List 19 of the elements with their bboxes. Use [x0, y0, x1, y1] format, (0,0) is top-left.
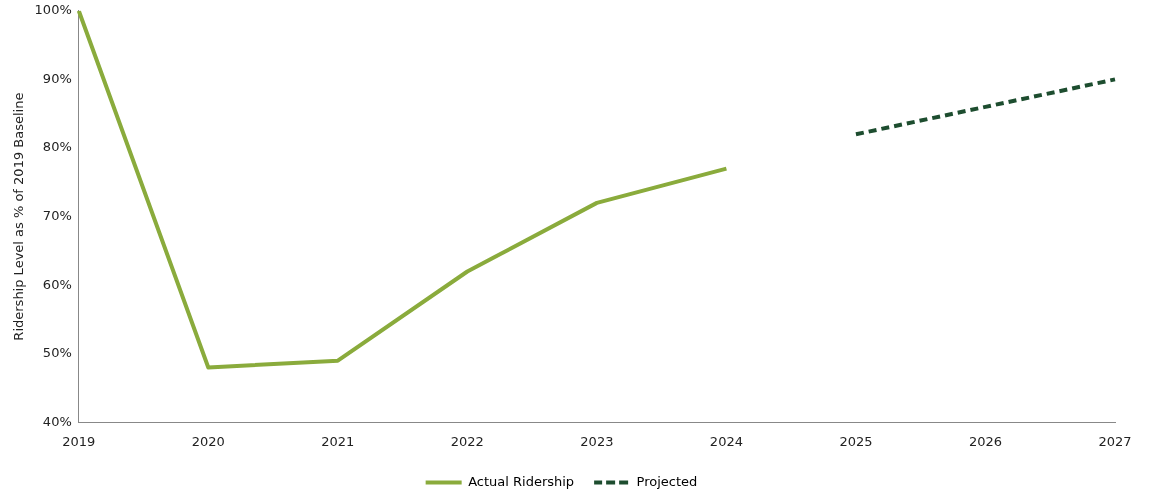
y-tick-label: 100%: [34, 2, 72, 18]
x-tick-label: 2025: [839, 433, 873, 449]
x-tick-label: 2021: [321, 433, 355, 449]
y-axis-title: Ridership Level as % of 2019 Baseline: [11, 92, 27, 341]
x-tick-label: 2024: [709, 433, 743, 449]
y-tick-label: 90%: [42, 70, 72, 86]
x-tick-label: 2019: [62, 433, 96, 449]
x-tick-label: 2020: [191, 433, 225, 449]
y-tick-label: 50%: [42, 345, 72, 361]
legend-label: Actual Ridership: [468, 473, 575, 489]
y-tick-label: 80%: [42, 139, 72, 155]
x-tick-label: 2023: [580, 433, 614, 449]
y-tick-label: 60%: [42, 276, 72, 292]
legend-label: Projected: [636, 473, 698, 489]
y-tick-label: 70%: [42, 207, 72, 223]
x-tick-label: 2027: [1098, 433, 1132, 449]
x-tick-label: 2022: [450, 433, 484, 449]
y-tick-label: 40%: [42, 413, 72, 429]
x-tick-label: 2026: [968, 433, 1003, 449]
